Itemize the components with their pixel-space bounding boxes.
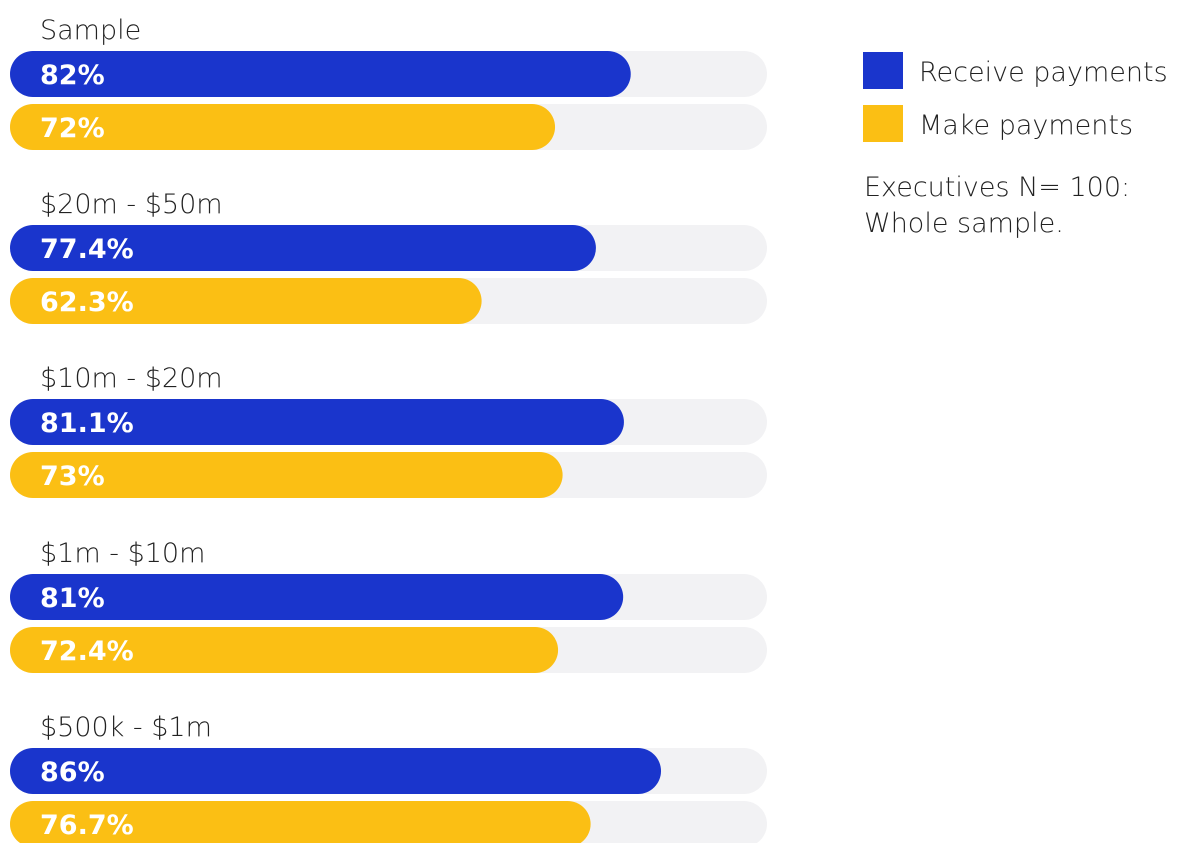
bar-receive-payments <box>10 51 631 97</box>
note-line: Executives N= 100: <box>864 172 1130 203</box>
bar-receive-payments <box>10 225 596 271</box>
data-label: 76.7% <box>40 810 134 841</box>
chart-note: Executives N= 100: Whole sample. <box>864 172 1130 239</box>
data-label: 82% <box>40 60 105 91</box>
bar-make-payments <box>10 452 563 498</box>
group-label: $500k - $1m <box>40 712 212 743</box>
note-line: Whole sample. <box>864 208 1064 239</box>
data-label: 73% <box>40 461 105 492</box>
bar-make-payments <box>10 627 559 673</box>
data-label: 77.4% <box>40 234 134 265</box>
data-label: 81% <box>40 583 105 614</box>
legend-swatch <box>863 105 903 142</box>
legend-swatch <box>863 52 903 89</box>
legend: Receive payments Make payments <box>863 52 1168 142</box>
data-label: 72% <box>40 113 105 144</box>
bar-make-payments <box>10 801 591 843</box>
bar-group: $500k - $1m 86% 76.7% <box>10 712 767 843</box>
bar-group: $20m - $50m 77.4% 62.3% <box>10 189 767 324</box>
group-label: $20m - $50m <box>40 189 223 220</box>
bar-make-payments <box>10 104 556 150</box>
group-label: $10m - $20m <box>40 363 223 394</box>
bar-receive-payments <box>10 574 624 620</box>
data-label: 72.4% <box>40 636 134 667</box>
bar-make-payments <box>10 278 482 324</box>
bar-group: $10m - $20m 81.1% 73% <box>10 363 767 498</box>
data-label: 62.3% <box>40 287 134 318</box>
data-label: 81.1% <box>40 408 134 439</box>
legend-label: Make payments <box>919 110 1133 141</box>
legend-item: Make payments <box>863 105 1133 142</box>
legend-item: Receive payments <box>863 52 1168 89</box>
bar-group: Sample 82% 72% <box>10 15 767 150</box>
group-label: $1m - $10m <box>40 538 205 569</box>
bars-layer: Sample 82% 72% $20m - $50m 77.4% 62.3% $10m - … <box>10 15 767 843</box>
bar-receive-payments <box>10 748 662 794</box>
bar-group: $1m - $10m 81% 72.4% <box>10 538 767 673</box>
legend-label: Receive payments <box>919 57 1168 88</box>
bar-receive-payments <box>10 399 624 445</box>
data-label: 86% <box>40 757 105 788</box>
group-label: Sample <box>40 15 141 46</box>
